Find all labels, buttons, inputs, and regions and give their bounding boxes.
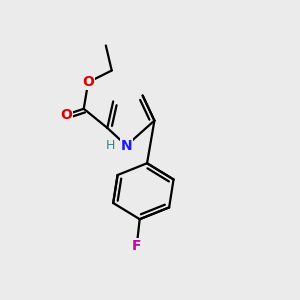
Text: H: H <box>106 139 115 152</box>
Text: N: N <box>121 139 132 153</box>
Text: O: O <box>60 108 72 122</box>
Text: F: F <box>132 239 142 253</box>
Text: O: O <box>82 75 94 89</box>
